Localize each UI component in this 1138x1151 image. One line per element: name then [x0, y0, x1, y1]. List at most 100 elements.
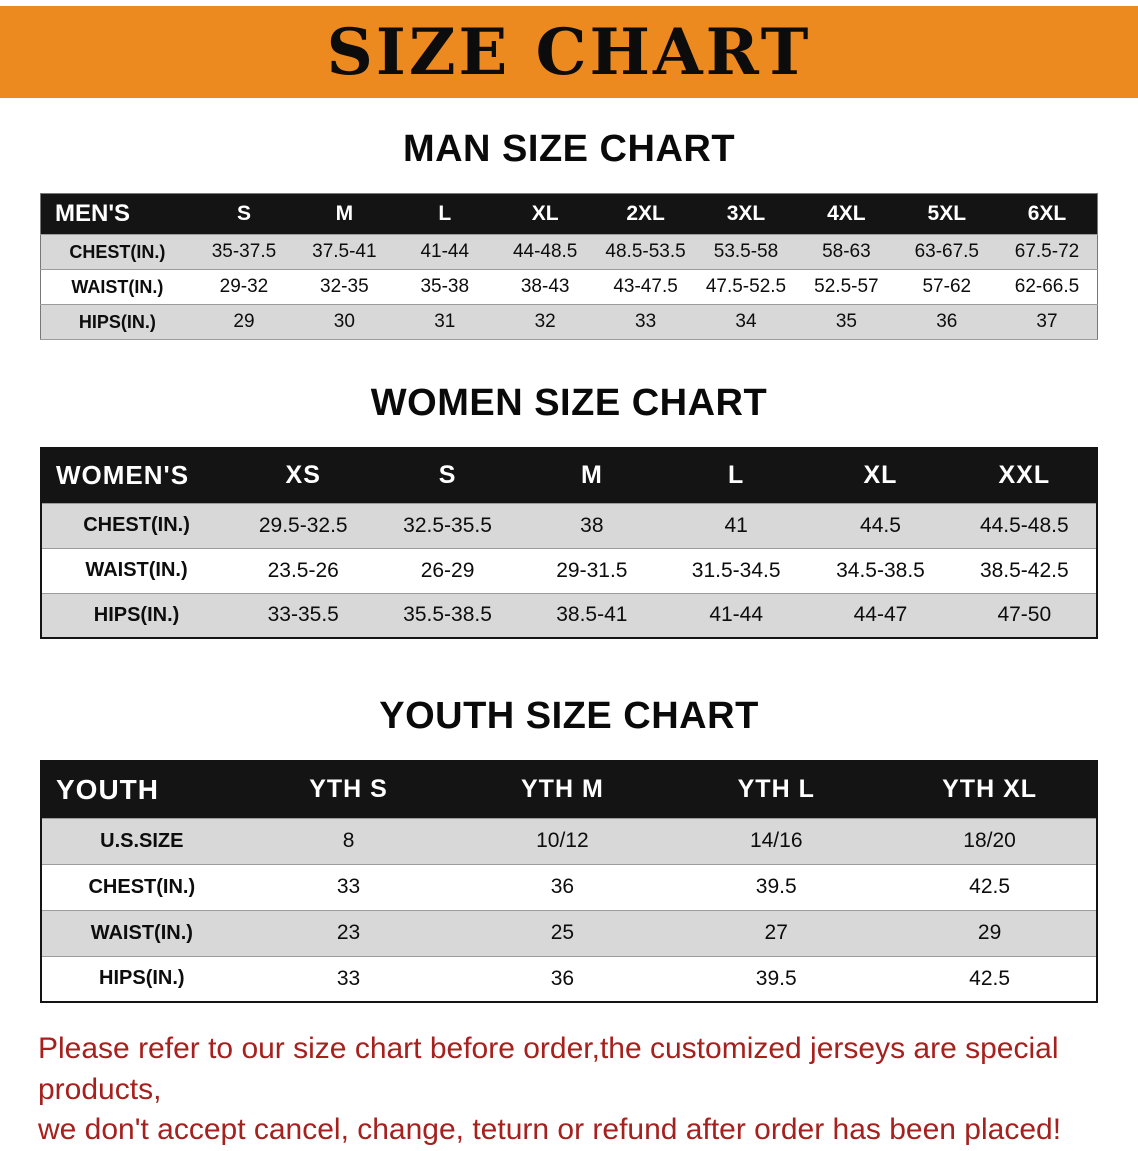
table-row: CHEST(IN.) 33 36 39.5 42.5: [41, 864, 1097, 910]
disclaimer-line-1: Please refer to our size chart before or…: [38, 1032, 1059, 1106]
measurement-value: 44.5: [860, 513, 901, 537]
page-title: SIZE CHART: [326, 14, 812, 90]
measurement-value: 29: [977, 921, 1002, 944]
measurement-value: 23.5-26: [267, 558, 339, 582]
table-row: U.S.SIZE 8 10/12 14/16 18/20: [41, 818, 1097, 864]
measurement-value: 36: [936, 311, 958, 332]
table-title-cell: MEN'S: [40, 193, 194, 235]
measurement-value: 41-44: [709, 603, 764, 627]
measurement-value: 44-48.5: [512, 241, 578, 262]
measurement-value: 36: [550, 966, 575, 990]
measurement-value: 32: [534, 311, 556, 332]
table-row: HIPS(IN.) 33-35.5 35.5-38.5 38.5-41 41-44 44-…: [41, 593, 1097, 638]
measurement-value: 52.5-57: [814, 276, 879, 297]
measurement-value: 33-35.5: [267, 603, 339, 627]
measurement-value: 63-67.5: [914, 241, 980, 262]
measurement-value: 53.5-58: [713, 241, 779, 262]
section-women: WOMEN SIZE CHART WOMEN'S XS S M L XL XXL CHEST(…: [0, 382, 1138, 639]
measurement-value: 35-37.5: [211, 241, 277, 262]
women-section-heading: WOMEN SIZE CHART: [370, 382, 768, 424]
size-column-header: L: [394, 193, 495, 235]
measurement-value: 29: [233, 311, 255, 332]
measurement-value: 37.5-41: [312, 241, 377, 262]
size-column-header: M: [519, 448, 665, 503]
measurement-value: 48.5-53.5: [605, 241, 686, 262]
measurement-label: HIPS(IN.): [78, 311, 156, 332]
size-column-header: XL: [494, 193, 596, 235]
measurement-label: WAIST(IN.): [85, 559, 188, 581]
measurement-label: CHEST(IN.): [83, 514, 190, 536]
table-row: HIPS(IN.) 33 36 39.5 42.5: [41, 956, 1097, 1002]
measurement-value: 10/12: [536, 829, 589, 852]
men-size-table: MEN'S S M L XL 2XL 3XL 4XL 5XL 6XL CHEST(IN.) 35-37…: [40, 193, 1098, 340]
measurement-value: 67.5-72: [1014, 241, 1080, 262]
measurement-value: 25: [550, 921, 575, 944]
measurement-value: 34: [735, 311, 757, 332]
table-row: CHEST(IN.) 29.5-32.5 32.5-35.5 38 41 44.5 44.5…: [41, 503, 1097, 548]
size-chart-page: SIZE CHART MAN SIZE CHART MEN'S S M L XL 2XL 3…: [0, 6, 1138, 1151]
section-youth: YOUTH SIZE CHART YOUTH YTH S YTH M YTH L YTH…: [0, 695, 1138, 1003]
section-men: MAN SIZE CHART MEN'S S M L XL 2XL 3XL 4XL 5XL 6XL…: [0, 128, 1138, 340]
table-title-cell: YOUTH: [41, 761, 242, 818]
table-header-row: YOUTH YTH S YTH M YTH L YTH XL: [41, 761, 1097, 818]
measurement-label: CHEST(IN.): [88, 875, 196, 898]
size-column-header: XXL: [952, 448, 1097, 503]
measurement-value: 29.5-32.5: [258, 513, 348, 537]
measurement-value: 32-35: [320, 276, 369, 297]
measurement-value: 31: [434, 311, 456, 332]
measurement-value: 35: [835, 311, 857, 332]
measurement-value: 38: [580, 513, 604, 537]
measurement-value: 35-38: [420, 276, 470, 297]
size-column-header: XS: [231, 448, 376, 503]
women-size-table: WOMEN'S XS S M L XL XXL CHEST(IN.) 29.5-32.5 32.5…: [40, 447, 1098, 639]
measurement-value: 42.5: [969, 966, 1011, 990]
measurement-label: U.S.SIZE: [100, 829, 184, 852]
measurement-value: 33: [336, 875, 361, 898]
table-header-row: MEN'S S M L XL 2XL 3XL 4XL 5XL 6XL: [40, 193, 1098, 235]
size-column-header: S: [375, 448, 520, 503]
size-column-header: 3XL: [695, 193, 797, 235]
measurement-value: 47-50: [997, 603, 1052, 627]
disclaimer: Please refer to our size chart before or…: [38, 1029, 1100, 1151]
measurement-value: 8: [342, 829, 355, 852]
size-column-header: 4XL: [796, 193, 897, 235]
size-column-header: YTH M: [455, 761, 670, 818]
disclaimer-line-2: we don't accept cancel, change, teturn o…: [38, 1113, 1062, 1146]
measurement-value: 38.5-42.5: [979, 558, 1069, 582]
measurement-value: 62-66.5: [1014, 276, 1080, 297]
measurement-value: 44-47: [853, 603, 908, 627]
size-column-header: YTH L: [669, 761, 884, 818]
measurement-value: 33: [336, 966, 361, 990]
measurement-value: 41: [724, 513, 748, 537]
measurement-value: 31.5-34.5: [691, 558, 781, 582]
measurement-value: 26-29: [420, 558, 475, 582]
measurement-value: 44.5-48.5: [979, 513, 1069, 537]
measurement-value: 29-32: [219, 276, 269, 297]
measurement-value: 33: [635, 311, 657, 332]
measurement-value: 38-43: [520, 276, 570, 297]
size-column-header: YTH S: [241, 761, 456, 818]
table-row: WAIST(IN.) 29-32 32-35 35-38 38-43 43-47.5 47.…: [40, 269, 1098, 305]
measurement-value: 47.5-52.5: [705, 276, 787, 297]
measurement-value: 23: [336, 921, 361, 944]
size-column-header: 2XL: [595, 193, 696, 235]
measurement-value: 42.5: [969, 875, 1011, 898]
banner: SIZE CHART: [0, 6, 1138, 98]
men-section-heading: MAN SIZE CHART: [402, 128, 736, 170]
size-column-header: M: [294, 193, 395, 235]
size-column-header: S: [193, 193, 295, 235]
measurement-label: HIPS(IN.): [99, 967, 185, 990]
size-column-header: 5XL: [896, 193, 997, 235]
measurement-value: 30: [333, 311, 355, 332]
size-column-header: YTH XL: [883, 761, 1097, 818]
table-row: WAIST(IN.) 23 25 27 29: [41, 910, 1097, 956]
measurement-value: 57-62: [922, 276, 972, 297]
size-column-header: L: [664, 448, 809, 503]
table-header-row: WOMEN'S XS S M L XL XXL: [41, 448, 1097, 503]
measurement-value: 41-44: [420, 241, 470, 262]
measurement-label: WAIST(IN.): [90, 921, 193, 944]
measurement-value: 29-31.5: [556, 558, 628, 582]
measurement-value: 34.5-38.5: [836, 558, 925, 582]
table-title-cell: WOMEN'S: [41, 448, 232, 503]
measurement-label: WAIST(IN.): [71, 276, 164, 297]
